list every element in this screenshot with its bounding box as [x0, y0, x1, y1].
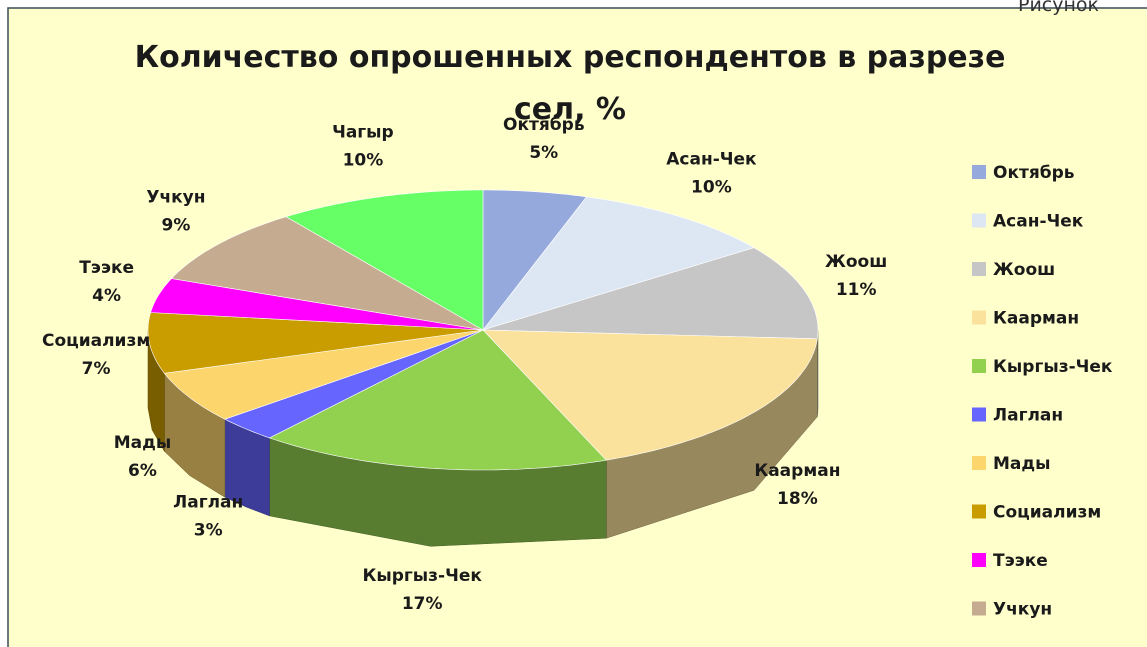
data-label-name: Учкун [146, 188, 205, 208]
data-label-name: Чагыр [332, 122, 394, 142]
data-label-name: Лаглан [173, 492, 243, 512]
pie-slice [268, 329, 607, 471]
data-label: 10% [691, 178, 732, 198]
legend-swatch [972, 359, 986, 373]
pie-slice [285, 189, 484, 331]
legend-label: Социализм [993, 503, 1101, 523]
legend-label: Жоош [993, 260, 1055, 280]
data-label-name: Октябрь [503, 115, 585, 135]
legend-label: Тээке [993, 551, 1048, 571]
legend-label: Учкун [993, 600, 1052, 620]
legend-label: Октябрь [993, 163, 1075, 183]
legend-swatch [972, 456, 986, 470]
data-label: 4% [92, 286, 121, 306]
pie-slice [224, 329, 484, 439]
legend-swatch [972, 553, 986, 567]
legend-label: Каарман [993, 309, 1079, 329]
legend-swatch [972, 407, 986, 422]
pie-slice [147, 312, 484, 374]
note: Рисунок [1018, 0, 1100, 16]
data-label: 6% [128, 461, 157, 481]
data-label: 17% [402, 594, 443, 614]
data-label: 5% [529, 143, 558, 163]
data-label-name: Тээке [79, 258, 134, 278]
data-label: 3% [194, 520, 223, 540]
legend-swatch [972, 165, 986, 179]
data-label-name: Кыргыз-Чек [362, 566, 482, 586]
data-label-name: Мады [114, 433, 172, 453]
legend-label: Лаглан [993, 406, 1063, 426]
legend-label: Мады [993, 454, 1051, 474]
legend-swatch [972, 213, 986, 228]
data-label: 18% [777, 489, 818, 509]
data-label: 7% [82, 359, 111, 379]
legend-swatch [972, 310, 986, 325]
legend-label: Кыргыз-Чек [993, 357, 1113, 377]
data-label: 9% [162, 216, 191, 236]
data-label-name: Жоош [825, 252, 887, 272]
pie-slice [482, 189, 588, 331]
pie-slice [150, 278, 484, 331]
plot: Октябрь 5% Асан-Чек 10% Жоош 11% Каарман 18% Кыр… [42, 115, 1113, 620]
legend-swatch [972, 262, 986, 276]
pie-slice [482, 329, 818, 461]
pie-slice [170, 216, 484, 331]
data-label-name: Каарман [754, 461, 840, 481]
data-label-name: Асан-Чек [666, 150, 757, 170]
legend-swatch [972, 504, 986, 519]
data-label: 10% [343, 150, 384, 170]
legend-label: Асан-Чек [993, 212, 1084, 232]
data-label-name: Социализм [42, 331, 150, 351]
chart-title: Количество опрошенных респондентов в раз… [134, 40, 1006, 127]
pie-slice [482, 247, 819, 340]
data-label: 11% [836, 280, 877, 300]
pie-slice [482, 196, 755, 331]
pie-slice [163, 329, 484, 420]
legend-swatch [972, 601, 986, 616]
